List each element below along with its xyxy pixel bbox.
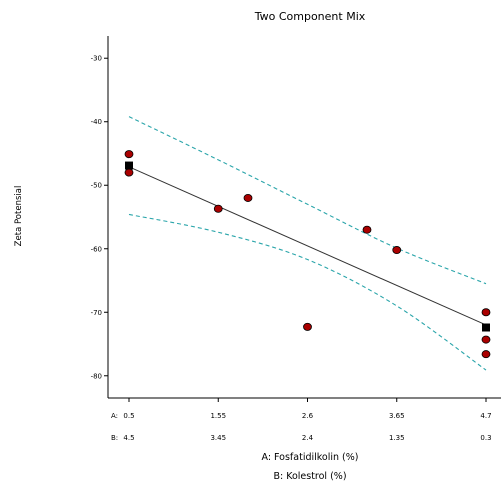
observation-point [124, 150, 134, 159]
axes [107, 36, 501, 399]
x-tick-label-a: 0.5 [123, 412, 134, 420]
observation-point [392, 246, 402, 255]
y-tick-label: -80 [91, 372, 102, 380]
confidence-bands [128, 116, 487, 371]
observation-point [481, 308, 491, 317]
lower-confidence-band [128, 213, 487, 371]
observation-point [481, 350, 491, 359]
y-tick-label: -50 [91, 182, 102, 190]
x-tick-label-a: 4.7 [480, 412, 491, 420]
y-axis-title: Zeta Potensial [14, 186, 24, 247]
upper-confidence-band [128, 116, 487, 285]
observation-point [213, 204, 223, 213]
y-ticks: -30 -40 -50 -60 -70 -80 [91, 55, 108, 380]
fit-line [128, 166, 487, 326]
x-tick-label-b: 2.4 [302, 434, 314, 442]
fit-line-group [128, 166, 487, 326]
x-axis-a-prefix: A: [111, 412, 118, 420]
observation-points [124, 150, 491, 359]
y-tick-label: -70 [91, 309, 102, 317]
observation-point [124, 168, 134, 177]
design-point-marker [482, 323, 490, 332]
x-axis-title-a: A: Fosfatidilkolin (%) [261, 452, 358, 463]
observation-point [362, 225, 372, 234]
chart-title: Two Component Mix [254, 10, 366, 23]
x-tick-label-b: 3.45 [210, 434, 226, 442]
x-axis-title-b: B: Kolestrol (%) [273, 471, 346, 482]
x-axis-b-prefix: B: [111, 434, 118, 442]
x-tick-label-b: 1.35 [389, 434, 405, 442]
design-point-marker [125, 161, 133, 170]
observation-point [243, 193, 253, 202]
y-tick-label: -30 [91, 55, 102, 63]
observation-point [481, 335, 491, 344]
y-tick-label: -40 [91, 118, 102, 126]
x-ticks: 0.5 4.5 1.55 3.45 2.6 2.4 3.65 1.35 4.7 0.3 [123, 398, 492, 442]
x-tick-label-a: 1.55 [210, 412, 226, 420]
x-tick-label-a: 2.6 [302, 412, 314, 420]
y-tick-label: -60 [91, 245, 102, 253]
x-tick-label-b: 4.5 [123, 434, 134, 442]
observation-point [303, 322, 312, 331]
x-tick-label-b: 0.3 [480, 434, 491, 442]
x-tick-label-a: 3.65 [389, 412, 405, 420]
design-points [125, 161, 490, 332]
